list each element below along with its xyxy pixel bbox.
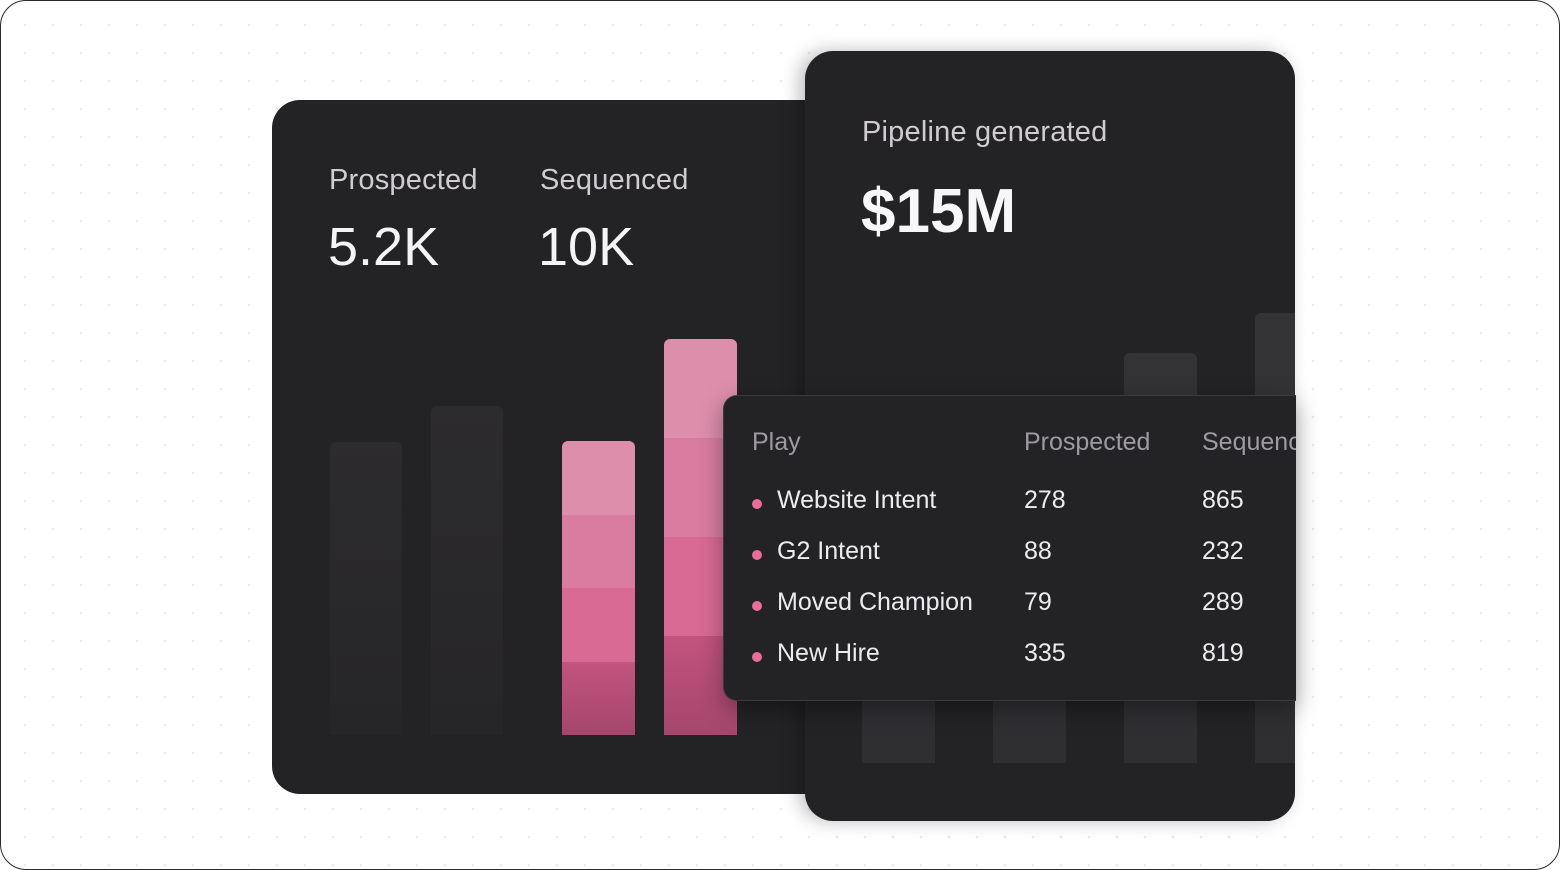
chart-bar-muted-1 xyxy=(330,442,402,735)
chart-bar-stacked-1 xyxy=(562,441,635,735)
column-header-sequenced: Sequenced xyxy=(1202,428,1296,456)
table-row[interactable]: G2 Intent 88 232 xyxy=(724,537,1296,577)
pink-dot-icon xyxy=(752,550,762,560)
sequenced-count: 232 xyxy=(1202,537,1244,565)
sequenced-count: 865 xyxy=(1202,486,1244,514)
sequenced-value: 10K xyxy=(538,217,635,277)
play-name: Website Intent xyxy=(777,486,937,514)
play-name: New Hire xyxy=(777,639,880,667)
column-header-prospected: Prospected xyxy=(1024,428,1151,456)
pipeline-bar-2-base xyxy=(993,699,1066,763)
prospected-count: 335 xyxy=(1024,639,1066,667)
pink-dot-icon xyxy=(752,499,762,509)
prospected-count: 79 xyxy=(1024,588,1052,616)
prospected-count: 278 xyxy=(1024,486,1066,514)
pink-dot-icon xyxy=(752,601,762,611)
prospected-label: Prospected xyxy=(329,164,478,196)
pink-dot-icon xyxy=(752,652,762,662)
table-row[interactable]: New Hire 335 819 xyxy=(724,639,1296,679)
sequenced-count: 819 xyxy=(1202,639,1244,667)
pipeline-bar-4-base xyxy=(1255,699,1295,763)
prospected-value: 5.2K xyxy=(328,217,440,277)
plays-table: Play Prospected Sequenced Website Intent… xyxy=(723,395,1296,701)
chart-bar-muted-2 xyxy=(431,406,503,735)
column-header-play: Play xyxy=(752,428,801,456)
sequenced-label: Sequenced xyxy=(540,164,689,196)
table-row[interactable]: Moved Champion 79 289 xyxy=(724,588,1296,628)
pipeline-bar-3-base xyxy=(1124,699,1197,763)
play-name: G2 Intent xyxy=(777,537,880,565)
pipeline-bar-1-base xyxy=(862,699,935,763)
prospected-count: 88 xyxy=(1024,537,1052,565)
play-name: Moved Champion xyxy=(777,588,973,616)
sequenced-count: 289 xyxy=(1202,588,1244,616)
table-row[interactable]: Website Intent 278 865 xyxy=(724,486,1296,526)
pipeline-value: $15M xyxy=(861,177,1017,246)
pipeline-label: Pipeline generated xyxy=(862,116,1108,148)
